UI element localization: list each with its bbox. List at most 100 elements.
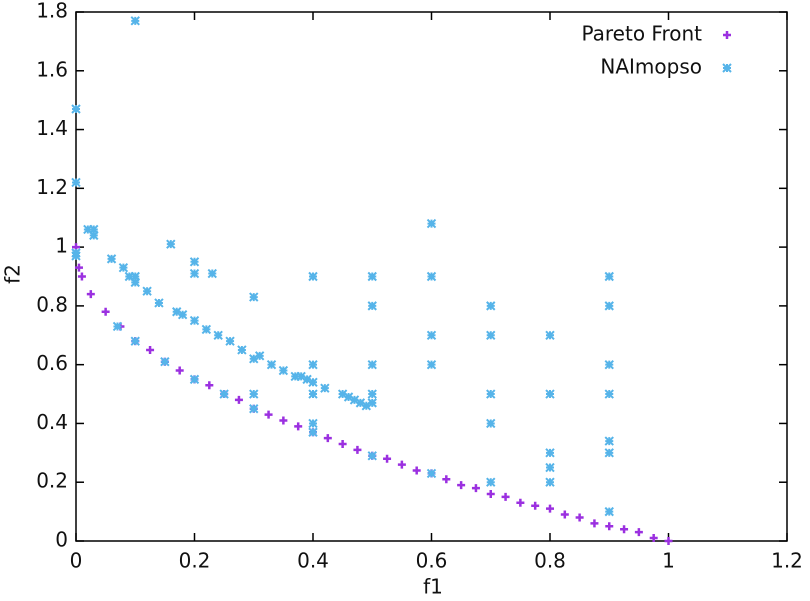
star-marker <box>225 336 235 346</box>
star-marker <box>545 330 555 340</box>
star-marker <box>106 254 117 264</box>
plus-marker <box>353 445 362 454</box>
star-marker <box>254 351 265 361</box>
star-marker <box>604 448 614 458</box>
star-marker <box>426 359 437 370</box>
plus-marker <box>338 440 347 449</box>
plus-marker <box>101 307 110 316</box>
plus-marker <box>74 263 83 272</box>
plus-marker <box>531 501 540 510</box>
plus-marker <box>323 434 332 443</box>
star-marker <box>308 377 318 388</box>
plus-marker <box>234 395 243 404</box>
legend-label: Pareto Front <box>581 22 702 46</box>
star-marker <box>426 218 437 229</box>
star-marker <box>367 398 377 408</box>
star-marker <box>219 389 229 399</box>
plus-marker <box>175 366 184 375</box>
star-marker <box>604 359 614 370</box>
star-marker <box>296 371 306 382</box>
plus-marker <box>486 489 495 498</box>
star-marker <box>545 477 555 487</box>
star-marker <box>177 309 188 320</box>
star-marker <box>160 357 170 367</box>
legend-marker <box>722 63 732 73</box>
star-marker <box>71 251 81 261</box>
star-marker <box>189 315 200 326</box>
star-marker <box>367 389 377 399</box>
plus-marker <box>294 422 303 431</box>
plus-marker <box>383 454 392 463</box>
plus-marker <box>620 525 629 534</box>
x-tick-label: 0.8 <box>534 549 566 573</box>
star-marker <box>302 374 312 385</box>
star-marker <box>89 230 99 241</box>
star-marker <box>154 298 164 308</box>
star-marker <box>213 330 223 340</box>
plus-marker <box>205 381 214 390</box>
star-marker <box>486 477 496 487</box>
y-axis-label: f2 <box>1 264 25 284</box>
star-marker <box>308 359 318 370</box>
plus-marker <box>649 534 658 543</box>
star-marker <box>308 418 318 429</box>
plus-marker <box>412 466 421 475</box>
star-marker <box>189 268 200 279</box>
star-marker <box>130 271 140 282</box>
legend-marker <box>723 31 731 39</box>
star-marker <box>83 224 93 235</box>
star-marker <box>361 401 372 411</box>
plus-marker <box>146 345 155 354</box>
plus-marker <box>397 460 406 469</box>
star-marker <box>189 257 200 267</box>
x-tick-label: 0 <box>70 549 83 573</box>
plus-marker <box>560 510 569 519</box>
star-marker <box>486 389 496 399</box>
star-marker <box>367 301 377 311</box>
star-marker <box>249 404 259 414</box>
x-tick-label: 0.2 <box>179 549 211 573</box>
x-tick-label: 0.6 <box>416 549 448 573</box>
star-marker <box>201 324 212 335</box>
star-marker <box>249 354 259 364</box>
star-marker <box>237 345 247 355</box>
plus-marker <box>442 475 451 484</box>
star-marker <box>604 301 614 311</box>
star-marker <box>337 389 348 399</box>
star-marker <box>308 271 318 282</box>
star-marker <box>486 418 496 429</box>
plus-marker <box>264 410 273 419</box>
y-tick-label: 1.2 <box>36 175 68 199</box>
star-marker <box>166 239 176 249</box>
star-marker <box>486 301 496 311</box>
plus-marker <box>471 484 480 493</box>
star-marker <box>172 307 182 317</box>
star-marker <box>545 462 555 473</box>
plus-marker <box>575 513 584 522</box>
star-marker <box>278 365 289 376</box>
plus-marker <box>516 498 525 507</box>
legend-label: NAImopso <box>600 55 702 79</box>
star-marker <box>320 383 330 393</box>
y-tick-label: 1.4 <box>36 116 68 140</box>
plus-marker <box>664 537 673 545</box>
star-marker <box>604 271 614 282</box>
star-marker <box>249 292 259 302</box>
plus-marker <box>605 522 614 531</box>
plus-marker <box>634 528 643 537</box>
plus-marker <box>546 504 554 513</box>
plus-marker <box>590 519 599 528</box>
star-marker <box>142 286 152 296</box>
plus-marker <box>279 416 288 425</box>
y-tick-label: 1.6 <box>36 57 68 81</box>
star-marker <box>604 436 614 446</box>
star-marker <box>130 16 140 26</box>
star-marker <box>249 389 259 399</box>
star-marker <box>266 359 277 370</box>
star-marker <box>118 262 129 273</box>
star-marker <box>367 271 377 282</box>
plus-marker <box>501 492 510 501</box>
star-marker <box>290 371 300 382</box>
x-tick-label: 0.4 <box>297 549 329 573</box>
